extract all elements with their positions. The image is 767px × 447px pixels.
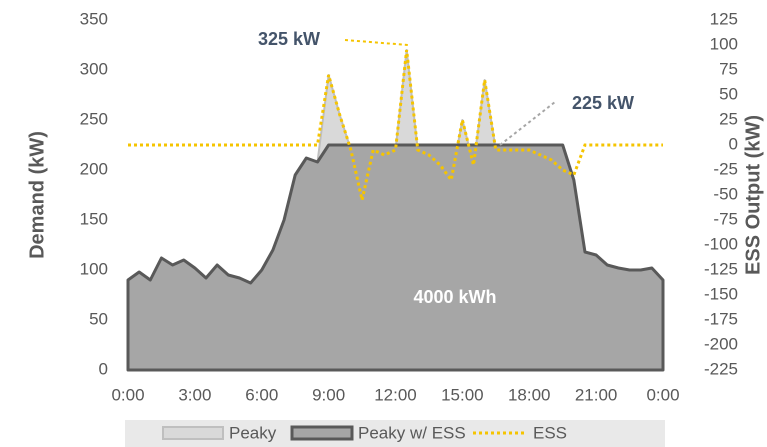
x-tick-label: 21:00 (575, 385, 618, 404)
y2-axis-title: ESS Output (kW) (742, 115, 764, 275)
y-tick-label: 200 (80, 159, 108, 178)
x-tick-label: 12:00 (374, 385, 417, 404)
legend-label: Peaky w/ ESS (358, 423, 466, 442)
y-tick-label: 300 (80, 59, 108, 78)
y2-tick-label: -100 (704, 234, 738, 253)
y2-tick-label: 0 (729, 134, 738, 153)
annotation: 225 kW (572, 93, 634, 113)
y2-tick-label: -175 (704, 309, 738, 328)
y2-tick-label: -150 (704, 284, 738, 303)
x-tick-label: 0:00 (111, 385, 144, 404)
legend-label: Peaky (229, 423, 277, 442)
annotation: 4000 kWh (413, 287, 496, 307)
x-tick-label: 9:00 (312, 385, 345, 404)
y-tick-label: 50 (89, 309, 108, 328)
y2-tick-label: -75 (713, 209, 738, 228)
y-tick-label: 250 (80, 109, 108, 128)
y2-tick-label: -200 (704, 334, 738, 353)
y-tick-label: 0 (99, 359, 108, 378)
y2-tick-label: 100 (710, 34, 738, 53)
legend-swatch (290, 425, 354, 441)
annotation-leader (344, 39, 409, 46)
y-tick-label: 350 (80, 9, 108, 28)
legend-label: ESS (533, 423, 567, 442)
x-tick-label: 15:00 (441, 385, 484, 404)
area (126, 143, 665, 372)
y2-tick-label: 125 (710, 9, 738, 28)
y2-tick-label: -25 (713, 159, 738, 178)
x-tick-label: 3:00 (178, 385, 211, 404)
y2-tick-label: -50 (713, 184, 738, 203)
x-tick-label: 6:00 (245, 385, 278, 404)
y2-tick-label: -225 (704, 359, 738, 378)
x-tick-label: 0:00 (646, 385, 679, 404)
plot-area (126, 49, 665, 372)
y2-tick-label: -125 (704, 259, 738, 278)
y2-tick-label: 25 (719, 109, 738, 128)
y2-tick-label: 75 (719, 59, 738, 78)
y-tick-label: 150 (80, 209, 108, 228)
annotation-leader (499, 101, 556, 146)
y-tick-label: 100 (80, 259, 108, 278)
y-axis-title: Demand (kW) (26, 131, 48, 259)
x-tick-label: 18:00 (508, 385, 551, 404)
y2-tick-label: 50 (719, 84, 738, 103)
legend-swatch (162, 426, 224, 440)
annotation: 325 kW (258, 29, 320, 49)
